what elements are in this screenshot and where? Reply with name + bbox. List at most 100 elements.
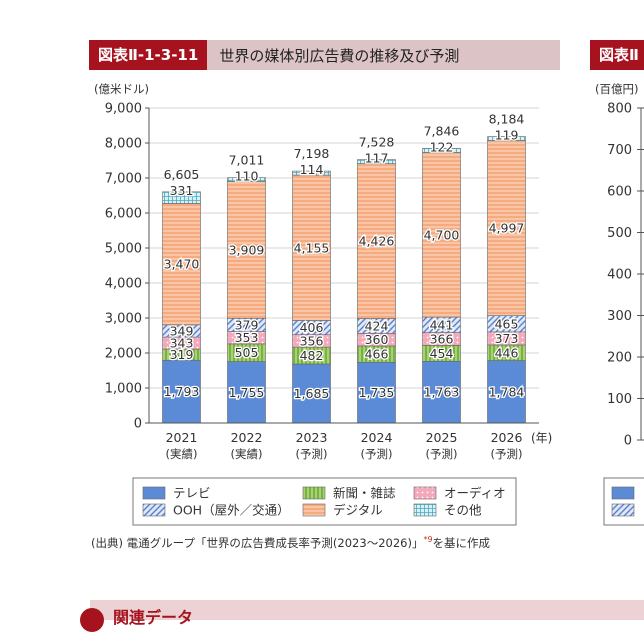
data-label: 424 bbox=[365, 318, 389, 333]
figure-title: 世界の媒体別広告費の推移及び予測 bbox=[219, 46, 460, 65]
y-tick-label: 7,000 bbox=[105, 172, 142, 187]
bar-segment-2022-s0 bbox=[227, 361, 266, 424]
data-label: 379 bbox=[235, 317, 259, 332]
data-label: 441 bbox=[430, 317, 454, 332]
x-tick-label: 2025 bbox=[426, 430, 458, 445]
y-tick-label: 1,000 bbox=[105, 382, 142, 397]
data-label: 1,793 bbox=[164, 384, 200, 399]
side-figure-number-badge: 図表Ⅱ bbox=[590, 40, 644, 70]
data-label: 406 bbox=[300, 320, 324, 335]
data-label: 122 bbox=[430, 139, 454, 154]
y-tick-label: 8,000 bbox=[105, 137, 142, 152]
side-y-tick-label: 400 bbox=[607, 268, 632, 283]
legend-swatch bbox=[142, 486, 166, 500]
data-label: 319 bbox=[170, 347, 194, 362]
legend-swatch bbox=[302, 486, 326, 500]
bar-segment-2023-s5 bbox=[292, 170, 331, 176]
side-y-tick-label: 200 bbox=[607, 351, 632, 366]
legend-label: その他 bbox=[444, 503, 482, 518]
data-label: 454 bbox=[430, 346, 454, 361]
data-label: 366 bbox=[430, 332, 454, 347]
y-axis-label: (億米ドル) bbox=[94, 82, 149, 96]
data-label: 349 bbox=[170, 323, 194, 338]
x-tick-note: (実績) bbox=[166, 447, 198, 461]
x-axis-unit: (年) bbox=[531, 431, 552, 445]
bar-segment-2024-s5 bbox=[357, 159, 396, 164]
bar-segment-2026-s5 bbox=[487, 136, 526, 142]
side-y-tick-label: 700 bbox=[607, 143, 632, 158]
bar-segment-2025-s5 bbox=[422, 148, 461, 153]
data-label: 505 bbox=[235, 345, 259, 360]
related-data-title: 関連データ bbox=[113, 608, 194, 627]
data-label: 3,909 bbox=[229, 242, 265, 257]
data-label: 360 bbox=[365, 332, 389, 347]
y-tick-label: 6,000 bbox=[105, 207, 142, 222]
side-y-tick-label: 0 bbox=[624, 434, 632, 449]
x-tick-note: (予測) bbox=[361, 447, 393, 461]
side-figure-header: 図表Ⅱ bbox=[590, 40, 644, 70]
side-legend-swatch bbox=[611, 503, 635, 517]
legend-label: テレビ bbox=[173, 486, 211, 501]
side-y-tick-label: 300 bbox=[607, 309, 632, 324]
bar-segment-2023-s0 bbox=[292, 363, 331, 424]
y-tick-label: 5,000 bbox=[105, 242, 142, 257]
data-label: 373 bbox=[495, 331, 519, 346]
bar-segment-2026-s0 bbox=[487, 360, 526, 424]
side-y-axis-label: (百億円) bbox=[595, 82, 638, 96]
total-label: 7,011 bbox=[229, 153, 265, 168]
source-text: (出典) 電通グループ「世界の広告費成長率予測(2023～2026)」 bbox=[91, 536, 424, 550]
data-label: 353 bbox=[235, 330, 259, 345]
data-label: 1,685 bbox=[294, 386, 330, 401]
y-tick-label: 2,000 bbox=[105, 347, 142, 362]
figure-header: 図表Ⅱ-1-3-11 世界の媒体別広告費の推移及び予測 bbox=[89, 40, 560, 70]
data-label: 466 bbox=[365, 347, 389, 362]
data-label: 343 bbox=[170, 336, 194, 351]
bar-segment-2024-s0 bbox=[357, 361, 396, 424]
bar-segment-2022-s5 bbox=[227, 177, 266, 182]
x-tick-label: 2024 bbox=[361, 430, 393, 445]
data-label: 356 bbox=[300, 333, 324, 348]
total-label: 6,605 bbox=[164, 167, 200, 182]
data-label: 1,784 bbox=[489, 384, 525, 399]
total-label: 7,528 bbox=[359, 135, 395, 150]
bar-segment-2021-s5 bbox=[162, 191, 201, 204]
stacked-bar-chart: 1,7933193433493,4703316,6051,75550535337… bbox=[94, 82, 644, 526]
x-tick-label: 2022 bbox=[231, 430, 263, 445]
bar-segment-2025-s0 bbox=[422, 360, 461, 424]
source-footnote-ref[interactable]: *9 bbox=[423, 535, 433, 545]
bar-segment-2022-s4 bbox=[227, 181, 266, 319]
legend-swatch bbox=[142, 503, 166, 517]
source-suffix: を基に作成 bbox=[432, 536, 491, 550]
data-label: 1,763 bbox=[424, 385, 460, 400]
data-label: 4,426 bbox=[359, 234, 395, 249]
side-y-tick-label: 600 bbox=[607, 185, 632, 200]
x-tick-label: 2021 bbox=[166, 430, 198, 445]
data-label: 119 bbox=[495, 128, 519, 143]
side-y-tick-label: 500 bbox=[607, 226, 632, 241]
data-label: 465 bbox=[495, 316, 519, 331]
legend-label: デジタル bbox=[333, 503, 383, 518]
legend-label: OOH（屋外／交通） bbox=[173, 503, 290, 518]
data-label: 482 bbox=[300, 348, 324, 363]
related-data-dot bbox=[80, 608, 104, 632]
bar-segment-2021-s4 bbox=[162, 203, 201, 326]
bar-segment-2023-s4 bbox=[292, 174, 331, 321]
data-label: 4,700 bbox=[424, 227, 460, 242]
x-tick-note: (予測) bbox=[491, 447, 523, 461]
total-label: 8,184 bbox=[489, 112, 525, 127]
y-tick-label: 4,000 bbox=[105, 277, 142, 292]
side-legend-swatch bbox=[611, 486, 635, 500]
data-label: 446 bbox=[495, 345, 519, 360]
data-label: 331 bbox=[170, 183, 194, 198]
data-label: 1,755 bbox=[229, 385, 265, 400]
legend-swatch bbox=[413, 503, 437, 517]
data-label: 4,997 bbox=[489, 221, 525, 236]
x-tick-note: (予測) bbox=[296, 447, 328, 461]
data-label: 117 bbox=[365, 151, 389, 166]
y-tick-label: 0 bbox=[134, 417, 142, 432]
x-tick-label: 2026 bbox=[491, 430, 523, 445]
data-label: 4,155 bbox=[294, 240, 330, 255]
total-label: 7,846 bbox=[424, 123, 460, 138]
x-tick-note: (実績) bbox=[231, 447, 263, 461]
legend-label: オーディオ bbox=[444, 486, 506, 501]
